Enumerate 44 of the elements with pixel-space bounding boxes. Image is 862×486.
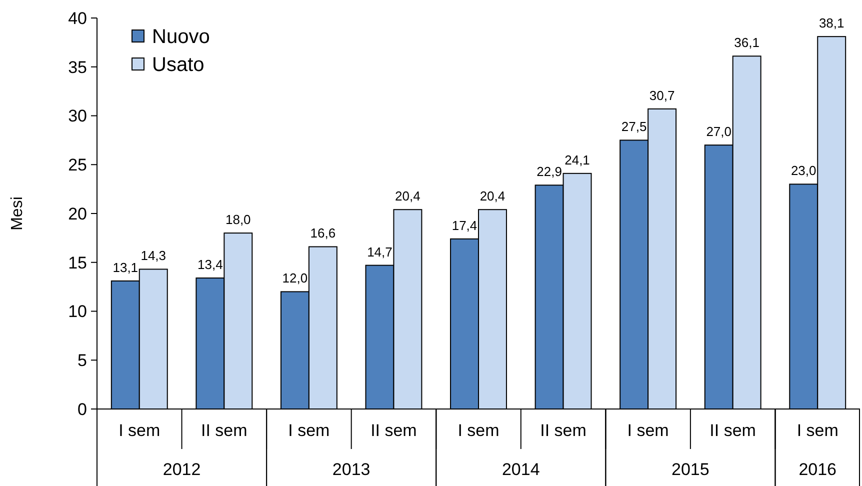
data-label: 27,5 (621, 119, 647, 134)
x-tick-label: II sem (540, 421, 586, 440)
data-label: 20,4 (395, 188, 420, 204)
data-label: 24,1 (564, 152, 590, 168)
data-label: 30,7 (649, 88, 675, 103)
x-tick-label: I sem (627, 421, 669, 440)
text: 2015 (672, 460, 710, 479)
data-label: 18,0 (226, 212, 251, 228)
y-tick-label: 25 (68, 156, 87, 175)
data-label: 13,4 (198, 257, 223, 272)
data-label: 20,4 (480, 188, 506, 204)
text: 2012 (162, 460, 201, 479)
text: 2014 (502, 460, 540, 479)
data-label: 23,0 (790, 163, 816, 178)
y-tick-label: 15 (68, 253, 87, 272)
text: 2013 (332, 460, 370, 479)
text: 2016 (798, 460, 837, 479)
x-tick-label: I sem (288, 421, 330, 440)
y-tick-label: 5 (78, 351, 87, 370)
data-label: 14,7 (367, 244, 392, 260)
x-tick-label: II sem (710, 421, 756, 440)
y-tick-label: 35 (68, 58, 87, 77)
data-label: 16,6 (310, 226, 336, 241)
y-tick-label: 10 (68, 302, 87, 322)
y-axis-title: Mesi (9, 196, 26, 230)
data-label: 17,4 (452, 218, 478, 233)
y-tick-label: 0 (78, 400, 87, 419)
legend-label: Nuovo (152, 26, 210, 48)
y-tick-label: 40 (68, 8, 87, 28)
y-tick-label: 30 (68, 106, 87, 126)
data-label: 13,1 (112, 260, 138, 275)
legend-label: Usato (152, 54, 204, 76)
x-tick-label: II sem (201, 421, 248, 440)
y-tick-label: 20 (68, 204, 87, 224)
data-label: 12,0 (282, 270, 308, 286)
x-tick-label: I sem (796, 421, 838, 440)
data-label: 22,9 (536, 164, 562, 180)
data-label: 38,1 (818, 16, 844, 31)
x-tick-label: II sem (370, 421, 417, 440)
x-tick-label: I sem (118, 421, 160, 440)
data-label: 14,3 (140, 248, 166, 264)
x-tick-label: I sem (458, 421, 500, 440)
data-label: 27,0 (706, 124, 732, 140)
data-label: 36,1 (734, 35, 760, 50)
